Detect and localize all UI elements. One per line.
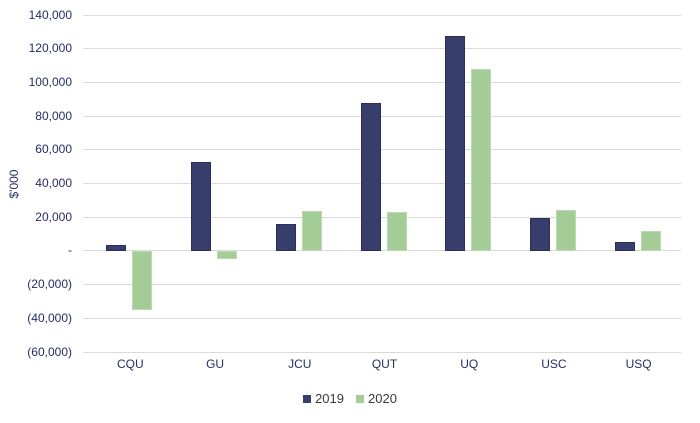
y-axis-title: $'000	[7, 169, 21, 199]
y-tickmark-40000	[83, 183, 88, 184]
legend-item-2020: 2020	[356, 391, 397, 406]
y-tickmark-140000	[83, 14, 88, 16]
y-tick-label-3: 80,000	[35, 108, 72, 123]
bar-2019-cqu	[106, 245, 127, 251]
y-tick-label-7: -	[68, 243, 72, 258]
gridline-0	[88, 250, 681, 252]
y-tick-label-9: (40,000)	[27, 310, 72, 325]
gridline-100000	[88, 81, 681, 83]
plot-area	[83, 14, 681, 353]
bar-2020-uq	[471, 68, 492, 251]
bar-2020-gu	[217, 250, 238, 260]
y-tickmark--40000	[83, 317, 88, 319]
y-tick-label-10: (60,000)	[27, 344, 72, 359]
y-tick-label-8: (20,000)	[27, 277, 72, 292]
x-tick-label-jcu: JCU	[288, 357, 312, 371]
bar-2019-usc	[529, 218, 550, 251]
y-tick-label-2: 100,000	[28, 74, 72, 89]
x-tick-label-usq: USQ	[625, 357, 652, 371]
x-tick-label-cqu: CQU	[117, 357, 144, 371]
y-tick-label-4: 60,000	[35, 142, 72, 157]
y-tickmark-80000	[83, 115, 88, 117]
x-tick-label-gu: GU	[206, 357, 225, 371]
y-tickmark-20000	[83, 216, 88, 218]
legend-label-2020: 2020	[368, 391, 397, 406]
x-tick-label-usc: USC	[541, 357, 567, 371]
x-tick-label-uq: UQ	[460, 357, 479, 371]
gridline--20000	[88, 284, 681, 286]
legend-swatch-2019	[303, 394, 312, 403]
gridline-40000	[88, 183, 681, 184]
y-tickmark-100000	[83, 81, 88, 83]
y-tickmark-60000	[83, 149, 88, 151]
y-tick-label-0: 140,000	[28, 7, 72, 22]
bar-2019-gu	[191, 161, 212, 251]
y-tick-label-1: 120,000	[28, 41, 72, 56]
gridline-120000	[88, 48, 681, 50]
bar-2019-qut	[360, 103, 381, 251]
legend-label-2019: 2019	[315, 391, 344, 406]
bar-2020-qut	[386, 212, 407, 251]
gridline-60000	[88, 149, 681, 151]
legend-swatch-2020	[356, 394, 364, 403]
y-tick-label-5: 40,000	[35, 176, 72, 190]
x-axis-labels: CQU GU JCU QUT UQ USC USQ	[88, 357, 681, 373]
gridline-80000	[88, 115, 681, 117]
x-tick-label-qut: QUT	[371, 357, 398, 371]
gridline-20000	[88, 216, 681, 218]
y-tickmark--20000	[83, 284, 88, 286]
gridline-140000	[88, 14, 681, 16]
bar-2019-uq	[445, 36, 466, 251]
legend-item-2019: 2019	[303, 391, 344, 406]
gridline--60000	[88, 351, 681, 353]
y-tick-label-6: 20,000	[35, 209, 72, 224]
gridline--40000	[88, 317, 681, 319]
bar-2020-cqu	[132, 250, 153, 310]
legend: 2019 2020	[0, 391, 700, 406]
bar-2020-usc	[555, 210, 576, 251]
y-tickmark-0	[83, 250, 88, 252]
bar-2019-jcu	[275, 223, 296, 251]
bar-2019-usq	[614, 241, 635, 251]
bar-2020-usq	[640, 230, 661, 251]
y-tickmark-120000	[83, 48, 88, 50]
bar-2020-jcu	[301, 211, 322, 251]
y-tickmark--60000	[83, 351, 88, 353]
